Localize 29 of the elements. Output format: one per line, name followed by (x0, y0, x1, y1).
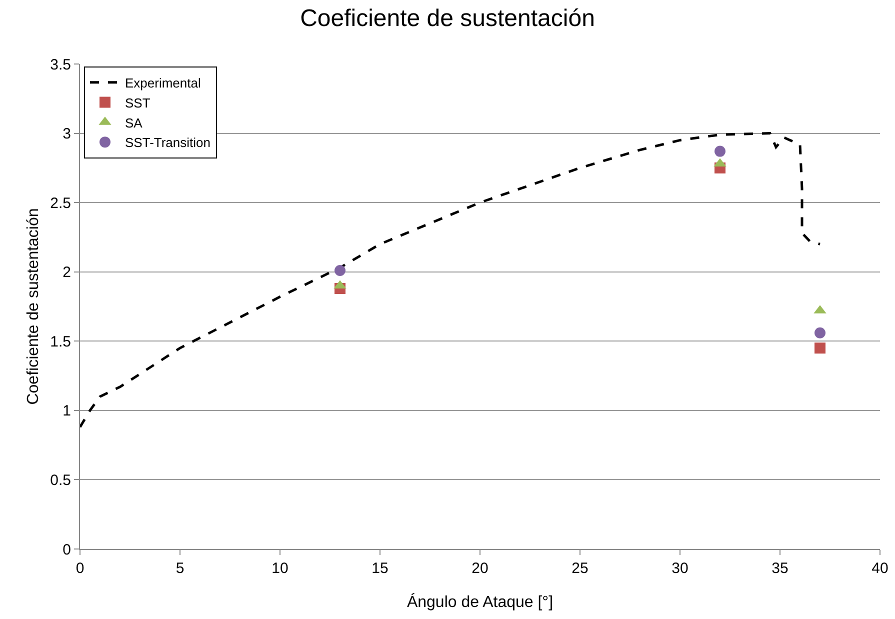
y-tick-label: 3 (62, 126, 71, 143)
y-tick-label: 2.5 (50, 194, 71, 212)
point (334, 264, 346, 276)
x-tick-label: 25 (572, 560, 588, 577)
legend-label: SST-Transition (125, 135, 210, 150)
x-tick-label: 0 (76, 560, 84, 577)
legend-label: SST (125, 95, 150, 110)
x-tick-label: 15 (372, 560, 388, 577)
x-tick-label: 5 (176, 560, 184, 577)
x-tick-label: 20 (472, 560, 488, 577)
y-tick-label: 3.5 (50, 56, 71, 74)
point (814, 342, 826, 354)
x-tick-label: 10 (272, 560, 288, 577)
legend-label: Experimental (125, 75, 201, 90)
y-tick-label: 2 (62, 264, 71, 282)
x-tick-label: 30 (672, 560, 688, 577)
y-tick-label: 1 (62, 402, 71, 420)
x-tick-label: 40 (872, 560, 888, 577)
y-tick-label: 0 (62, 541, 71, 558)
y-axis-title: Coeficiente de sustentación (25, 208, 42, 405)
y-tick-label: 0.5 (50, 472, 71, 489)
x-tick-label: 35 (772, 560, 788, 577)
chart-title: Coeficiente de sustentación (300, 5, 595, 32)
x-axis-title: Ángulo de Ataque [°] (406, 593, 554, 611)
point (814, 327, 826, 338)
line-series (80, 132, 822, 428)
point (714, 146, 726, 157)
legend-label: SA (125, 115, 143, 130)
y-tick-label: 1.5 (50, 333, 71, 350)
